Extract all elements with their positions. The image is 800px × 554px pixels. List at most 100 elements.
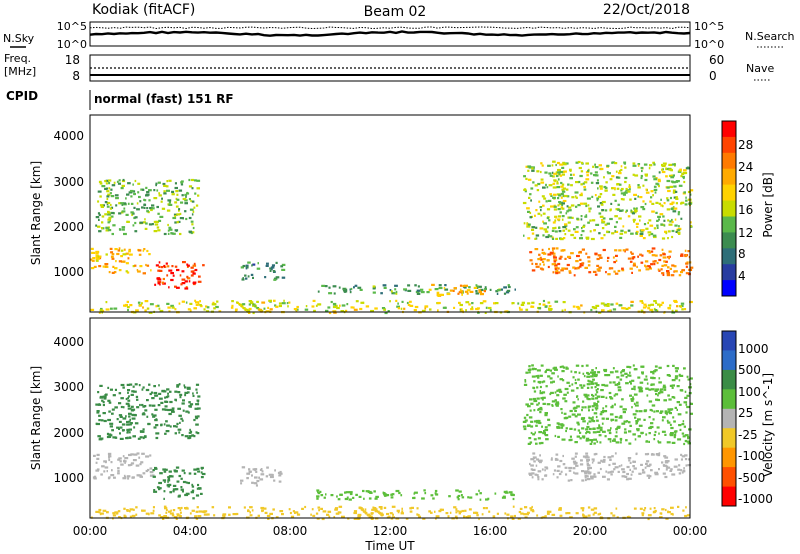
heatmap-cell xyxy=(278,480,282,483)
heatmap-cell xyxy=(597,513,600,516)
heatmap-cell xyxy=(177,220,181,223)
heatmap-cell xyxy=(605,405,608,408)
heatmap-cell xyxy=(467,496,470,499)
heatmap-cell xyxy=(173,469,177,472)
heatmap-cell xyxy=(458,490,462,493)
heatmap-cell xyxy=(554,266,558,269)
heatmap-cell xyxy=(536,386,539,389)
heatmap-cell xyxy=(138,304,142,307)
heatmap-cell xyxy=(546,512,550,515)
heatmap-cell xyxy=(603,368,608,372)
power-ytick-1000: 1000 xyxy=(53,265,84,279)
heatmap-cell xyxy=(675,197,679,200)
heatmap-cell xyxy=(683,467,685,470)
heatmap-cell xyxy=(587,204,590,207)
heatmap-cell xyxy=(265,310,270,313)
heatmap-cell xyxy=(324,285,328,288)
heatmap-cell xyxy=(346,303,349,306)
heatmap-cell xyxy=(206,513,210,516)
heatmap-cell xyxy=(267,517,270,520)
heatmap-cell xyxy=(667,408,671,411)
heatmap-cell xyxy=(265,475,269,478)
heatmap-cell xyxy=(166,424,170,427)
heatmap-cell xyxy=(582,182,585,185)
heatmap-cell xyxy=(557,435,560,438)
heatmap-cell xyxy=(593,403,596,406)
heatmap-cell xyxy=(677,213,680,216)
heatmap-cell xyxy=(416,507,419,510)
heatmap-cell xyxy=(572,467,576,470)
heatmap-cell xyxy=(668,398,672,401)
heatmap-cell xyxy=(640,365,645,368)
heatmap-cell xyxy=(125,213,129,216)
heatmap-cell xyxy=(617,203,620,206)
heatmap-cell xyxy=(655,201,659,204)
heatmap-cell xyxy=(119,415,123,418)
heatmap-cell xyxy=(558,472,562,476)
heatmap-cell xyxy=(547,510,552,513)
heatmap-cell xyxy=(626,472,629,476)
heatmap-cell xyxy=(186,277,191,280)
heatmap-cell xyxy=(639,196,643,199)
heatmap-cell xyxy=(358,495,362,498)
heatmap-cell xyxy=(310,513,312,516)
heatmap-cell xyxy=(627,515,630,518)
heatmap-cell xyxy=(661,164,666,168)
heatmap-cell xyxy=(140,461,144,464)
heatmap-cell xyxy=(555,216,557,219)
heatmap-cell xyxy=(531,301,535,304)
heatmap-cell xyxy=(594,163,596,166)
heatmap-cell xyxy=(218,310,222,313)
heatmap-cell xyxy=(658,171,661,174)
heatmap-cell xyxy=(630,251,633,254)
heatmap-cell xyxy=(655,211,658,214)
heatmap-cell xyxy=(539,411,542,414)
heatmap-cell xyxy=(552,255,556,258)
heatmap-cell xyxy=(598,424,601,427)
heatmap-cell xyxy=(661,168,663,171)
heatmap-cell xyxy=(466,292,469,295)
heatmap-cell xyxy=(654,389,658,392)
heatmap-cell xyxy=(132,459,137,462)
heatmap-cell xyxy=(570,204,575,207)
heatmap-cell xyxy=(587,398,591,401)
heatmap-cell xyxy=(164,265,167,268)
heatmap-cell xyxy=(135,395,139,398)
heatmap-cell xyxy=(253,482,258,485)
heatmap-cell xyxy=(564,387,569,391)
heatmap-cell xyxy=(528,365,531,368)
heatmap-cell xyxy=(661,170,666,174)
heatmap-cell xyxy=(332,303,336,306)
heatmap-cell xyxy=(527,237,531,240)
power-ytick-2000: 2000 xyxy=(53,220,84,234)
heatmap-cell xyxy=(102,204,105,207)
heatmap-cell xyxy=(503,292,507,295)
heatmap-cell xyxy=(628,459,631,462)
heatmap-cell xyxy=(668,250,672,253)
heatmap-cell xyxy=(179,396,182,399)
heatmap-cell xyxy=(191,483,194,486)
heatmap-cell xyxy=(173,516,178,519)
heatmap-cell xyxy=(585,437,590,440)
heatmap-cell xyxy=(637,184,640,187)
heatmap-cell xyxy=(547,199,552,202)
heatmap-cell xyxy=(610,202,613,205)
heatmap-cell xyxy=(580,183,583,186)
heatmap-cell xyxy=(614,393,619,396)
heatmap-cell xyxy=(577,307,581,310)
heatmap-cell xyxy=(337,511,340,514)
heatmap-cell xyxy=(603,234,606,237)
heatmap-cell xyxy=(594,166,599,169)
heatmap-cell xyxy=(383,506,387,509)
heatmap-cell xyxy=(101,227,103,230)
heatmap-cell xyxy=(171,265,174,268)
heatmap-cell xyxy=(126,423,130,426)
heatmap-cell xyxy=(171,190,175,193)
heatmap-cell xyxy=(131,405,134,408)
heatmap-cell xyxy=(531,167,534,170)
heatmap-cell xyxy=(566,391,569,394)
heatmap-cell xyxy=(517,517,521,520)
heatmap-cell xyxy=(118,420,122,423)
heatmap-cell xyxy=(179,274,182,277)
heatmap-cell xyxy=(98,311,101,314)
